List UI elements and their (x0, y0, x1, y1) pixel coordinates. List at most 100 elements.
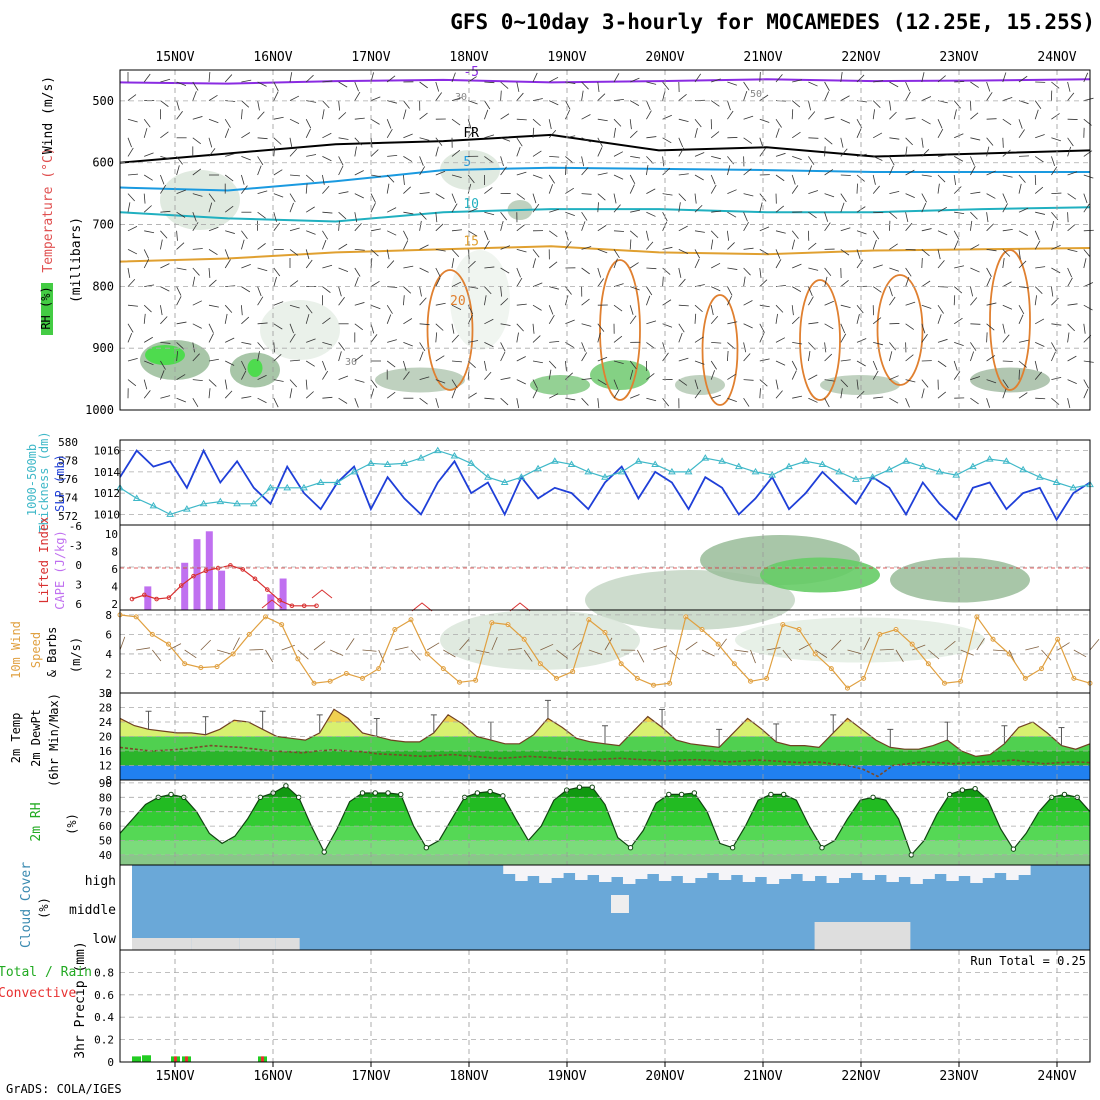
wind-barb (419, 211, 427, 220)
precip-conv-bar (261, 1056, 264, 1062)
wind-barb (1002, 229, 1013, 232)
rh-point (780, 791, 787, 798)
wind-barb (330, 649, 344, 656)
wind-barb (451, 118, 461, 126)
wind-barb (208, 304, 219, 308)
wind-barb (970, 286, 974, 297)
wind-barb (484, 230, 489, 241)
wind-barb (1018, 207, 1029, 213)
wind-barb (500, 286, 503, 297)
wind-barb (953, 174, 956, 185)
wind-barb (370, 203, 376, 213)
wind-barb (808, 190, 819, 194)
wind-barb (759, 71, 761, 83)
rh-point (372, 790, 378, 796)
wind-barb (419, 351, 424, 362)
wind-barb (370, 193, 376, 203)
wind-barb (468, 100, 478, 105)
wind-barb (986, 137, 994, 146)
wind-barb (451, 149, 461, 157)
wind-barb (921, 149, 930, 157)
wind-barb (840, 137, 844, 148)
thickness-point (550, 457, 559, 464)
wind-barb (549, 76, 559, 83)
wind-barb (717, 638, 727, 651)
wind-barb (289, 174, 300, 177)
wind-barb (889, 111, 897, 120)
wind-barb (791, 174, 796, 185)
cloud-high-gap (742, 865, 756, 882)
wind-barb (532, 304, 542, 311)
wind-barb (419, 244, 429, 250)
wind-barb (1051, 166, 1058, 176)
wind-barb (435, 355, 445, 362)
wind-barb (1034, 230, 1040, 241)
wind-barb (144, 284, 155, 287)
wind-barb (775, 360, 786, 366)
wind-barb (338, 220, 340, 231)
cloud-high-gap (862, 865, 875, 880)
wind-barb (143, 73, 151, 83)
cape-tick: 6 (111, 563, 118, 576)
wind-barb (734, 649, 749, 653)
wind-barb (208, 202, 213, 213)
wind-barb (727, 110, 734, 120)
wind-barb (889, 100, 892, 111)
wind-barb (386, 314, 392, 324)
wind-barb (921, 333, 928, 343)
wind-barb (970, 267, 980, 273)
wind-barb (467, 360, 476, 368)
wind-barb (1018, 230, 1028, 236)
wind-barb (986, 398, 991, 408)
wind-barb (759, 94, 769, 101)
wind-barb (500, 137, 511, 142)
wind-barb (305, 119, 312, 129)
wind-barb (727, 211, 737, 218)
wind-barb (581, 397, 589, 406)
wind-barb (1083, 229, 1094, 232)
wind-barb (516, 92, 524, 101)
wind-barb (775, 313, 778, 324)
cape-bar (144, 586, 152, 610)
cloud-axis-label: (%) (37, 897, 51, 919)
wind-barb (500, 211, 508, 221)
wind-barb (597, 332, 601, 343)
lifted-index-line (261, 599, 283, 609)
rh-point (398, 791, 404, 798)
lifted-index-line (311, 589, 333, 599)
cloud-high-gap (611, 865, 624, 877)
rh-point (321, 849, 327, 855)
wind-speed-line (119, 614, 1091, 689)
wind-barb (743, 115, 754, 120)
wind-barb (370, 174, 381, 178)
temp-band (120, 709, 1090, 722)
thickness-point (433, 446, 442, 454)
wind-barb (775, 337, 786, 343)
day-label-bottom: 21NOV (743, 1069, 782, 1084)
wind-barb (370, 72, 374, 83)
slp-tick: 1012 (94, 487, 121, 500)
wind-barb (856, 360, 866, 367)
wind-barb (743, 300, 753, 306)
wind-barb (273, 91, 279, 101)
wind-barb (743, 247, 754, 250)
wind-barb (711, 342, 722, 344)
wind-barb (403, 240, 409, 250)
temp-band (120, 693, 1090, 708)
precip-legend-label: Total / Rain (0, 965, 92, 980)
wind-barb (954, 265, 965, 269)
wind-barb (176, 100, 180, 111)
wind-barb (143, 205, 152, 213)
wind-barb (516, 146, 521, 157)
wind-barb (986, 379, 997, 384)
wind-barb (662, 276, 664, 287)
wind-barb (937, 128, 944, 138)
wind-barb (386, 391, 396, 399)
wind-barb (370, 379, 378, 388)
cloud-high-gap (802, 865, 816, 881)
wind-barb (1067, 146, 1072, 157)
wind-barb (678, 118, 689, 123)
wind-barb (986, 277, 992, 287)
wind-barb (597, 118, 608, 122)
wind-barb (500, 245, 511, 250)
